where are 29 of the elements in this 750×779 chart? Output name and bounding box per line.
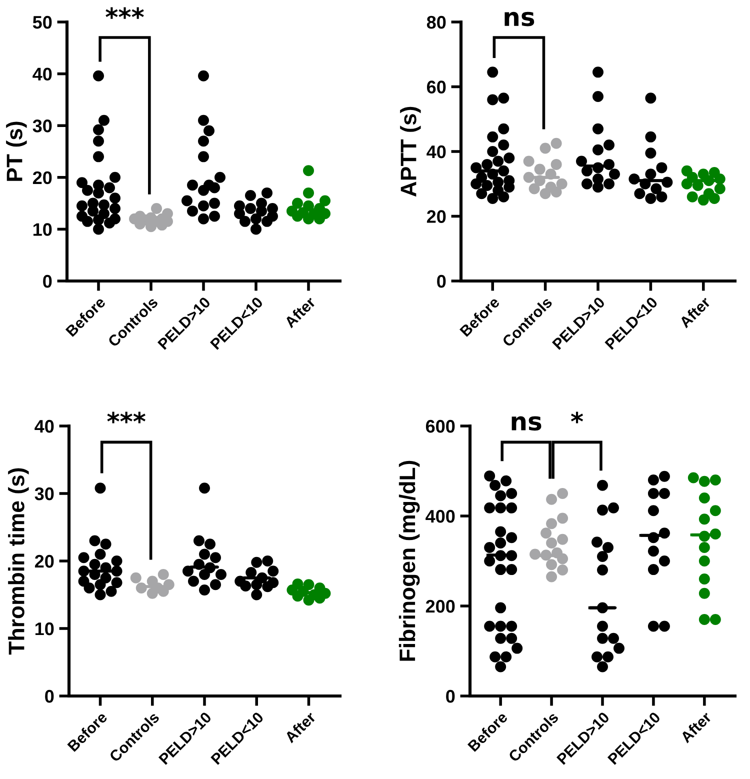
y-tick-label: 400 (426, 510, 455, 523)
y-tick-label: 200 (426, 600, 455, 613)
y-axis-title: PT (s) (6, 122, 27, 181)
y-tick-label: 0 (437, 274, 446, 288)
y-tick-label: 40 (32, 68, 52, 81)
y-axis-title: Thrombin time (s) (8, 468, 29, 655)
y-tick-label: 600 (426, 420, 455, 433)
y-tick-label: 0 (45, 690, 54, 703)
y-tick-label: 20 (32, 171, 52, 184)
y-tick-label: 40 (426, 145, 446, 158)
y-axis-title: APTT (s) (400, 106, 421, 197)
y-tick-label: 60 (426, 80, 446, 94)
annotation: ns (512, 416, 542, 431)
annotation: ns (504, 12, 534, 26)
y-axis-title: Fibrinogen (mg/dL) (398, 460, 420, 661)
y-tick-label: 30 (32, 120, 52, 132)
text: *** (107, 412, 146, 424)
text: *** (106, 7, 144, 19)
y-tick-label: 50 (32, 16, 52, 29)
y-tick-label: 40 (34, 420, 54, 433)
text: * (570, 412, 584, 424)
y-tick-label: 30 (34, 487, 54, 500)
y-tick-label: 80 (426, 16, 446, 29)
y-tick-label: 10 (33, 223, 52, 236)
y-tick-label: 20 (34, 554, 54, 568)
y-tick-label: 0 (446, 690, 455, 703)
y-tick-label: 10 (35, 622, 54, 636)
y-tick-label: 0 (43, 274, 52, 288)
y-tick-label: 20 (426, 210, 446, 223)
